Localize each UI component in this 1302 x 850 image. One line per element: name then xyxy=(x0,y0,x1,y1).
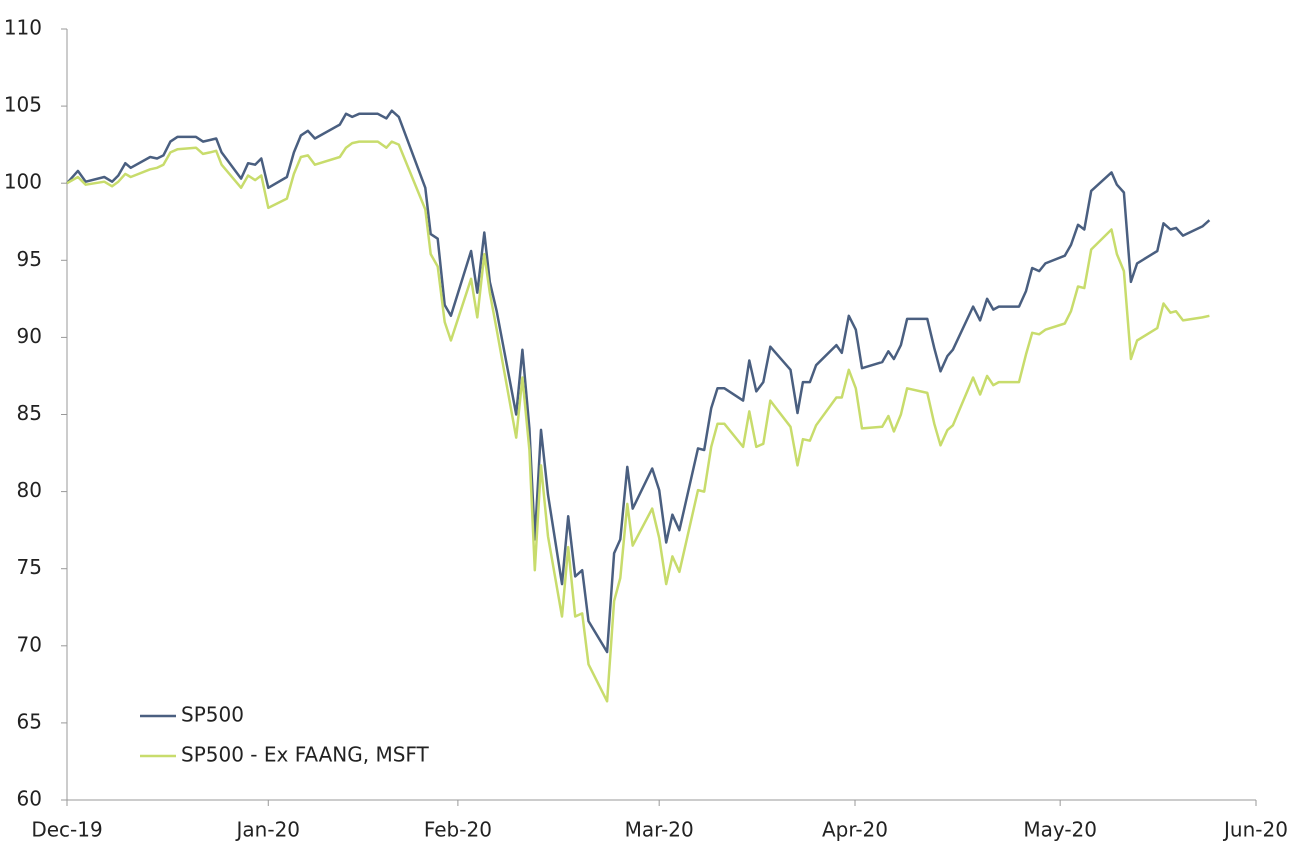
x-tick-label: Dec-19 xyxy=(31,818,102,842)
x-tick-label: Jan-20 xyxy=(235,818,301,842)
y-tick-label: 60 xyxy=(17,787,42,811)
y-tick-label: 75 xyxy=(17,555,42,579)
legend-label: SP500 xyxy=(181,703,244,727)
y-tick-label: 110 xyxy=(4,16,42,40)
x-tick-label: Jun-20 xyxy=(1222,818,1288,842)
series-line xyxy=(66,140,1210,703)
y-tick-label: 85 xyxy=(17,401,42,425)
x-tick-label: Apr-20 xyxy=(822,818,888,842)
x-tick-label: May-20 xyxy=(1023,818,1097,842)
y-tick-label: 70 xyxy=(17,632,42,656)
y-tick-label: 80 xyxy=(17,478,42,502)
y-tick-label: 65 xyxy=(17,709,42,733)
x-tick-label: Mar-20 xyxy=(625,818,694,842)
series-line xyxy=(66,109,1211,654)
x-tick-label: Feb-20 xyxy=(424,818,492,842)
y-tick-label: 100 xyxy=(4,170,42,194)
y-tick-label: 105 xyxy=(4,93,42,117)
y-tick-label: 95 xyxy=(17,247,42,271)
legend-label: SP500 - Ex FAANG, MSFT xyxy=(181,743,430,767)
y-tick-label: 90 xyxy=(17,324,42,348)
